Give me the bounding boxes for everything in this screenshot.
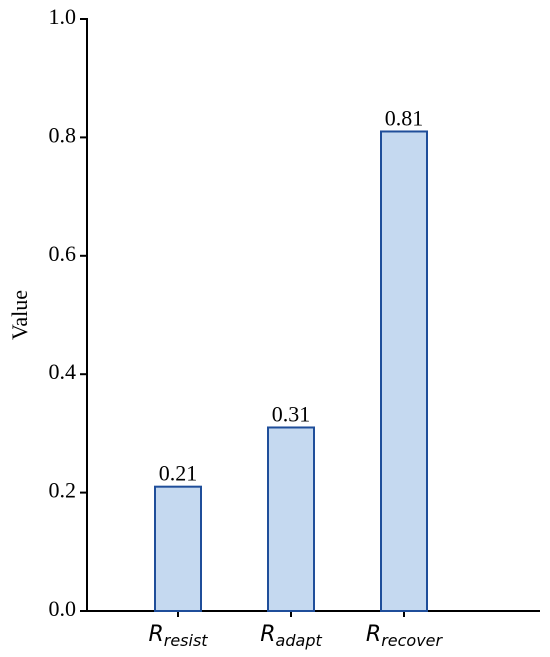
y-tick-label: 0.0 — [49, 596, 77, 621]
category-symbol: R — [366, 622, 381, 647]
category-symbol: R — [260, 622, 275, 647]
y-axis-label: Value — [7, 290, 32, 340]
value-label: 0.21 — [159, 461, 198, 486]
y-tick-label: 0.8 — [49, 122, 77, 147]
category-subscript: resist — [164, 631, 209, 650]
category-subscript: adapt — [276, 631, 323, 650]
y-tick-label: 0.2 — [49, 478, 77, 503]
y-tick-label: 1.0 — [49, 4, 77, 29]
value-label: 0.81 — [385, 105, 424, 130]
category-subscript: recover — [381, 631, 443, 650]
bar — [267, 426, 315, 613]
category-symbol: R — [148, 622, 163, 647]
x-tick-label: Radapt — [260, 622, 322, 650]
y-tick-label: 0.4 — [49, 359, 77, 384]
bar — [380, 130, 428, 612]
y-tick-label: 0.6 — [49, 241, 77, 266]
bar — [154, 485, 202, 612]
x-tick-label: Rresist — [148, 622, 208, 650]
x-tick-label: Rrecover — [366, 622, 444, 650]
value-label: 0.31 — [272, 401, 311, 426]
